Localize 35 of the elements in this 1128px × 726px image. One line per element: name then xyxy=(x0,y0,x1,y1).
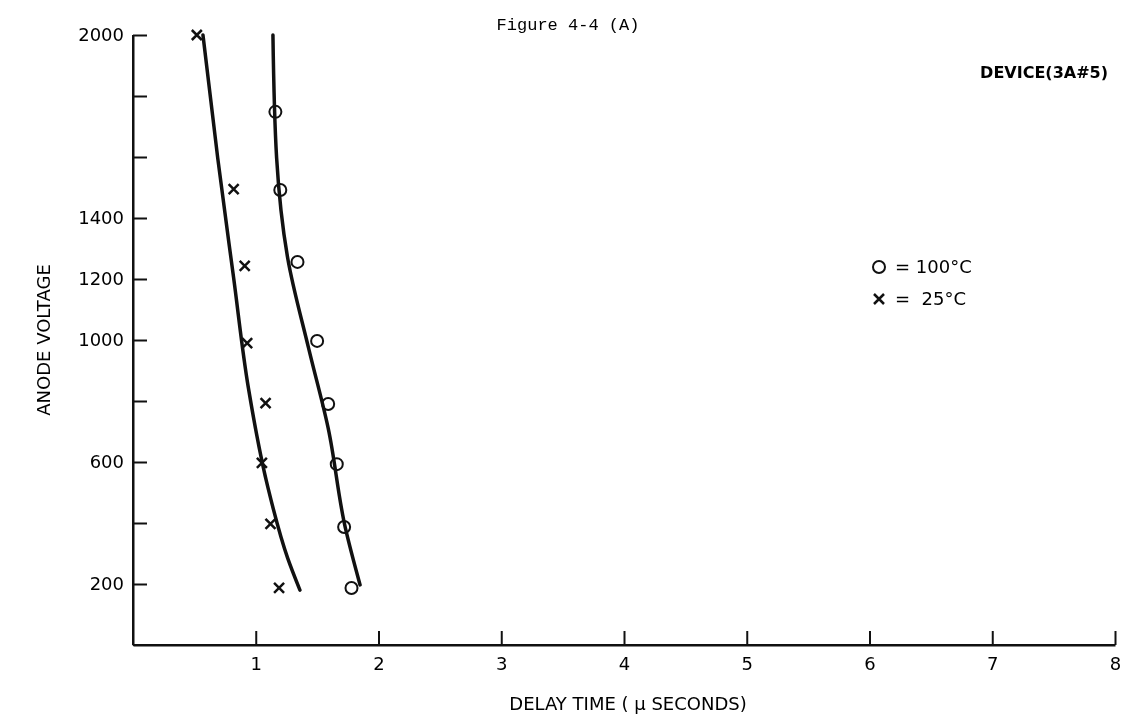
x-tick-label: 1 xyxy=(250,652,262,674)
point xyxy=(255,456,269,470)
x-tick-label: 8 xyxy=(1109,652,1122,674)
y-axis-title: ANODE VOLTAGE xyxy=(33,264,54,416)
point xyxy=(264,517,277,531)
y-tick-label: 1000 xyxy=(78,329,124,351)
y-tick-label: 200 xyxy=(89,573,124,595)
point xyxy=(337,519,352,534)
x-tick-label: 4 xyxy=(618,652,631,674)
point xyxy=(273,182,288,197)
x-tick-label: 2 xyxy=(373,652,385,674)
y-tick-label: 1400 xyxy=(78,207,124,229)
point xyxy=(227,182,240,196)
y-tick-label: 2000 xyxy=(78,24,124,46)
point xyxy=(272,581,286,595)
point xyxy=(321,397,336,412)
x-tick-label: 6 xyxy=(864,652,876,674)
legend-label: = 100°C xyxy=(895,256,972,277)
point xyxy=(268,104,283,119)
x-tick-label: 5 xyxy=(741,652,753,674)
x-axis-title: DELAY TIME ( μ SECONDS) xyxy=(509,693,747,714)
legend-label: = 25°C xyxy=(895,288,966,309)
y-tick-label: 1200 xyxy=(78,268,124,290)
point xyxy=(329,457,344,472)
point xyxy=(310,333,325,348)
y-tick-label: 600 xyxy=(89,451,124,473)
point xyxy=(190,28,204,42)
x-tick-label: 7 xyxy=(987,652,999,674)
point xyxy=(259,396,272,410)
x-tick-label: 3 xyxy=(496,652,508,674)
annotation: DEVICE(3A#5) xyxy=(980,63,1108,82)
point xyxy=(344,580,359,595)
point xyxy=(238,259,251,273)
chart-title: Figure 4-4 (A) xyxy=(496,16,640,35)
point xyxy=(290,254,305,269)
